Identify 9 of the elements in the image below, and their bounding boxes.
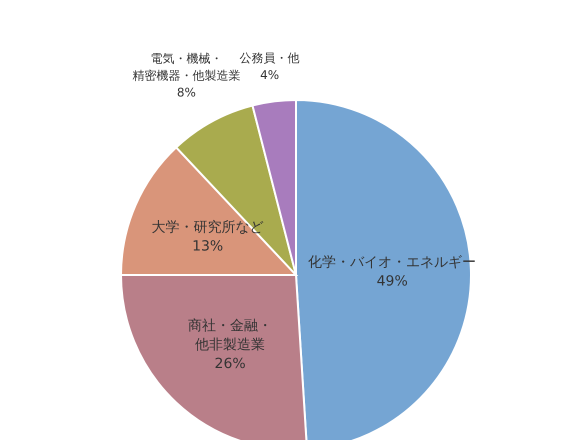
data-label: 4% [260, 68, 280, 82]
slice-label: 公務員・他 [240, 51, 300, 66]
data-label: 13% [192, 238, 224, 254]
slice-label: 商社・金融・他非製造業 [188, 318, 272, 354]
slice-label: 大学・研究所など [152, 219, 264, 236]
data-label: 49% [376, 273, 408, 290]
data-label: 8% [176, 86, 196, 100]
data-label: 26% [214, 356, 246, 372]
slice-label: 電気・機械・精密機器・他製造業 [132, 52, 240, 83]
